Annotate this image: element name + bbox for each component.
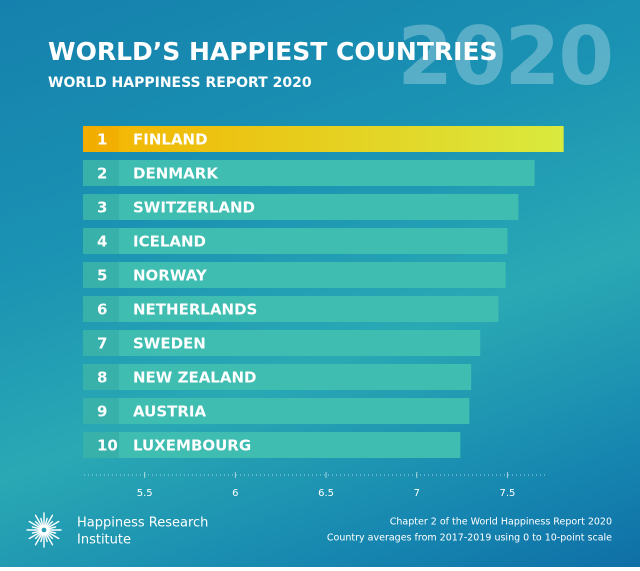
source-note: Country averages from 2017-2019 using 0 … (327, 533, 612, 544)
bar (83, 160, 535, 186)
bar (83, 364, 472, 390)
rank-cell (83, 126, 119, 152)
bar (83, 228, 508, 254)
rank-cell (83, 296, 119, 322)
x-tick-label: 7.5 (499, 488, 515, 499)
logo-ray (34, 531, 44, 546)
logo-ray (28, 520, 43, 530)
category-label: ICELAND (133, 233, 206, 251)
category-label: LUXEMBOURG (133, 437, 251, 455)
x-tick-label: 5.5 (137, 488, 153, 499)
bar (83, 432, 461, 458)
logo-ray (45, 520, 60, 530)
rank-cell (83, 398, 119, 424)
logo-ray (34, 531, 43, 540)
bar (83, 296, 499, 322)
category-label: SWITZERLAND (133, 199, 255, 217)
rank-cell (83, 160, 119, 186)
rank-label: 7 (97, 335, 107, 353)
x-tick-label: 6 (232, 488, 238, 499)
logo-text: Happiness Research (77, 516, 208, 531)
rank-label: 9 (97, 403, 107, 421)
logo-ray (40, 532, 44, 543)
logo-ray (44, 514, 54, 529)
logo-ray (45, 530, 60, 540)
bar (83, 262, 506, 288)
chart-title: WORLD’S HAPPIEST COUNTRIES (48, 37, 498, 66)
logo-ray (40, 517, 44, 528)
logo-ray (45, 531, 54, 540)
logo-ray (46, 526, 57, 530)
chart-subtitle: WORLD HAPPINESS REPORT 2020 (48, 75, 312, 91)
bar (83, 126, 564, 152)
logo-ray (28, 530, 43, 540)
rank-label: 8 (97, 369, 107, 387)
x-tick-label: 6.5 (318, 488, 334, 499)
category-label: NORWAY (133, 267, 208, 285)
logo-ray (44, 517, 48, 528)
rank-label: 10 (97, 437, 118, 455)
bar (83, 398, 470, 424)
rank-cell (83, 194, 119, 220)
x-tick-label: 7 (414, 488, 420, 499)
category-label: AUSTRIA (133, 403, 206, 421)
category-label: SWEDEN (133, 335, 206, 353)
category-label: DENMARK (133, 165, 219, 183)
rank-label: 1 (97, 131, 107, 149)
rank-label: 4 (97, 233, 107, 251)
logo-ray (44, 531, 54, 546)
logo-ray (46, 530, 57, 534)
logo-ray (31, 526, 42, 530)
rank-label: 2 (97, 165, 107, 183)
logo-ray (44, 532, 48, 543)
logo-ray (45, 520, 54, 529)
year-badge: 2020 (397, 10, 612, 103)
rank-cell (83, 364, 119, 390)
rank-cell (83, 330, 119, 356)
logo-ray (34, 514, 44, 529)
rank-cell (83, 262, 119, 288)
category-label: FINLAND (133, 131, 208, 149)
logo-ray (34, 520, 43, 529)
logo-text: Institute (77, 533, 131, 548)
logo-ray (31, 530, 42, 534)
rank-cell (83, 432, 119, 458)
category-label: NEW ZEALAND (133, 369, 256, 387)
bar (83, 330, 481, 356)
rank-label: 3 (97, 199, 107, 217)
rank-label: 5 (97, 267, 107, 285)
rank-label: 6 (97, 301, 107, 319)
bar (83, 194, 519, 220)
source-note: Chapter 2 of the World Happiness Report … (390, 517, 612, 528)
logo (26, 512, 62, 548)
rank-cell (83, 228, 119, 254)
category-label: NETHERLANDS (133, 301, 257, 319)
